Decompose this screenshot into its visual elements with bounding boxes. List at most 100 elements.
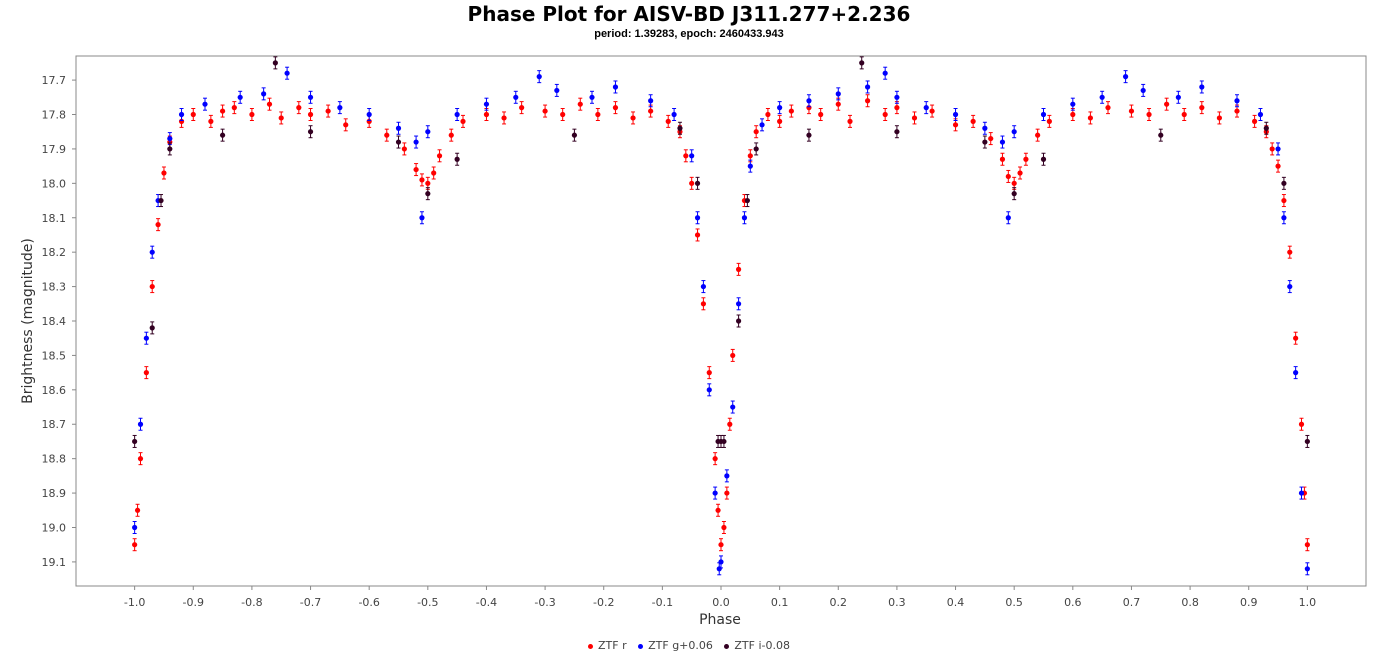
data-point: [454, 156, 460, 162]
x-tick-label: -0.3: [534, 596, 555, 609]
data-point: [648, 108, 654, 114]
y-tick-label: 18.3: [42, 281, 67, 294]
data-point: [425, 191, 431, 197]
x-tick-label: -0.1: [652, 596, 673, 609]
y-tick-label: 18.4: [42, 315, 67, 328]
data-point: [249, 111, 255, 118]
data-point: [735, 318, 742, 324]
data-point: [712, 490, 718, 496]
data-point: [366, 111, 372, 118]
data-point: [460, 118, 466, 124]
data-point: [1128, 108, 1135, 114]
data-point: [1181, 111, 1187, 118]
data-point: [431, 170, 437, 176]
data-point: [835, 91, 841, 97]
x-tick-label: -0.6: [358, 596, 379, 609]
data-point: [577, 101, 583, 107]
legend-label: ZTF i-0.08: [734, 639, 790, 652]
data-point: [694, 215, 701, 221]
data-point: [952, 111, 959, 118]
data-point: [190, 111, 196, 118]
data-point: [882, 70, 888, 76]
y-tick-label: 18.5: [42, 349, 67, 362]
x-tick-label: 0.1: [771, 596, 789, 609]
data-point: [483, 111, 490, 118]
data-point: [1146, 111, 1152, 118]
x-tick-label: -0.8: [241, 596, 262, 609]
data-point: [721, 438, 727, 445]
x-tick-label: 1.0: [1299, 596, 1317, 609]
x-tick-label: -0.7: [300, 596, 321, 609]
y-tick-label: 17.9: [42, 143, 67, 156]
data-point: [727, 421, 733, 427]
data-point: [395, 139, 402, 145]
y-tick-label: 19.1: [42, 556, 67, 569]
data-point: [1257, 111, 1264, 118]
data-point: [894, 94, 900, 100]
data-point: [1105, 105, 1111, 111]
data-point: [1035, 132, 1041, 138]
data-point: [952, 122, 959, 128]
data-point: [237, 94, 243, 100]
data-point: [700, 283, 707, 290]
data-point: [1234, 108, 1240, 114]
data-point: [882, 111, 888, 118]
data-point: [735, 301, 742, 307]
data-point: [307, 129, 314, 135]
data-point: [1251, 118, 1258, 124]
data-point: [689, 153, 695, 159]
data-point: [715, 438, 721, 445]
data-point: [1140, 87, 1146, 94]
data-point: [589, 94, 595, 100]
data-point: [134, 507, 141, 513]
y-tick-label: 18.7: [42, 418, 67, 431]
data-point: [272, 60, 278, 66]
data-point: [1298, 490, 1305, 496]
data-point: [1023, 156, 1029, 162]
data-point: [982, 139, 988, 145]
data-point: [595, 111, 601, 118]
x-tick-label: 0.3: [888, 596, 906, 609]
legend-item-ztf-r: ZTF r: [588, 639, 627, 652]
data-point: [864, 98, 871, 104]
data-point: [1011, 191, 1017, 197]
data-point: [155, 222, 161, 228]
data-point: [284, 70, 290, 76]
legend-marker-icon: [588, 643, 593, 649]
legend-item-ztf-g: ZTF g+0.06: [638, 639, 713, 652]
data-point: [1070, 111, 1076, 118]
data-point: [149, 249, 155, 255]
x-tick-label: -0.5: [417, 596, 438, 609]
data-point: [1164, 101, 1170, 107]
data-point: [143, 370, 149, 376]
x-tick-label: 0.9: [1240, 596, 1258, 609]
x-axis-label: Phase: [699, 612, 741, 628]
data-point: [231, 105, 237, 111]
data-point: [178, 111, 185, 118]
data-point: [864, 84, 871, 90]
data-point: [894, 129, 900, 135]
data-point: [671, 111, 677, 118]
data-point: [1275, 146, 1281, 152]
data-point: [735, 266, 742, 272]
data-point: [683, 153, 689, 159]
data-point: [777, 105, 783, 111]
data-point: [149, 325, 155, 331]
x-tick-label: 0.0: [712, 596, 730, 609]
data-point: [677, 125, 683, 131]
data-point: [1199, 105, 1205, 111]
data-point: [337, 105, 343, 111]
data-point: [630, 115, 636, 121]
y-tick-label: 18.1: [42, 212, 67, 225]
data-point: [1122, 74, 1129, 80]
data-point: [519, 105, 525, 111]
x-tick-label: 0.4: [947, 596, 965, 609]
y-axis-label: Brightness (magnitude): [20, 238, 36, 404]
data-point: [923, 105, 929, 111]
data-point: [325, 108, 331, 114]
data-point: [777, 118, 783, 124]
chart-title: Phase Plot for AISV-BD J311.277+2.236: [467, 2, 911, 26]
data-point: [501, 115, 507, 121]
data-point: [700, 301, 707, 307]
legend-item-ztf-i: ZTF i-0.08: [724, 639, 790, 652]
